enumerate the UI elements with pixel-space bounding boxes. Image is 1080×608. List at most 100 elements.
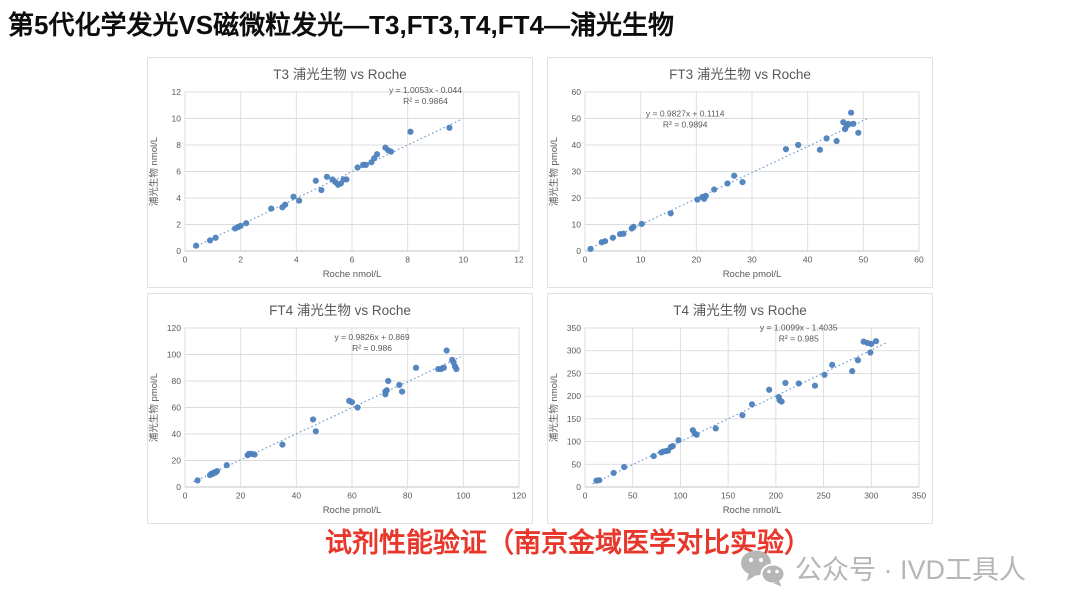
data-point	[223, 462, 230, 469]
data-point	[243, 220, 250, 227]
data-point	[823, 135, 830, 142]
y-tick-label: 0	[576, 246, 581, 256]
data-point	[821, 371, 828, 378]
y-tick-label: 350	[567, 323, 581, 333]
x-tick-label: 20	[236, 491, 246, 501]
data-point	[782, 379, 789, 387]
y-tick-label: 4	[176, 193, 181, 203]
data-point	[412, 364, 420, 371]
data-point	[795, 141, 802, 149]
chart-title-t3: T3 浦光生物 vs Roche	[273, 67, 407, 82]
data-point	[748, 401, 756, 408]
equation-label: y = 1.0099x - 1.4035	[760, 322, 838, 332]
equation-label: y = 0.9827x + 0.1114	[646, 109, 725, 119]
x-tick-label: 300	[864, 491, 878, 501]
chart-panel-t3: T3 浦光生物 vs Roche 0 2 4 6 8 10 12 0 2 4 6 8 10 12 y = 1…	[147, 57, 533, 288]
data-point	[212, 234, 219, 241]
data-point	[868, 340, 875, 347]
x-tick-label: 12	[514, 255, 524, 265]
data-point	[296, 197, 303, 204]
watermark: 公众号 · IVD工具人	[740, 548, 1026, 587]
y-axis-title: 浦光生物 pmol/L	[548, 137, 560, 206]
wechat-icon	[741, 550, 786, 586]
data-point	[399, 388, 406, 395]
y-tick-label: 120	[167, 323, 181, 333]
x-tick-label: 60	[347, 491, 357, 501]
x-axis-title: Roche nmol/L	[723, 505, 782, 516]
data-point	[650, 453, 657, 460]
data-point	[630, 223, 637, 230]
data-point	[724, 180, 731, 187]
data-point	[387, 148, 395, 155]
ft4-scatter-plot: 0 20 40 60 80 100 120 0 20 40 60 80 100 120 y = 0.9826…	[148, 323, 526, 516]
y-tick-label: 10	[572, 220, 582, 230]
data-point	[453, 365, 460, 373]
data-point	[206, 237, 214, 244]
data-point	[731, 172, 738, 179]
data-point	[348, 399, 356, 406]
data-point	[279, 441, 286, 448]
trendline	[193, 119, 461, 249]
data-point	[829, 361, 836, 368]
y-tick-label: 0	[576, 482, 581, 492]
x-axis-title: Roche pmol/L	[723, 269, 782, 280]
data-point	[193, 242, 200, 249]
data-point	[383, 387, 390, 394]
x-axis-title: Roche pmol/L	[323, 505, 382, 516]
data-point	[373, 151, 381, 158]
data-point	[268, 205, 275, 212]
x-tick-label: 50	[628, 491, 638, 501]
chart-title-ft3: FT3 浦光生物 vs Roche	[669, 67, 811, 82]
x-tick-label: 4	[294, 255, 299, 265]
data-point	[669, 443, 676, 450]
trendline	[193, 356, 461, 483]
data-point	[766, 386, 773, 393]
y-tick-label: 50	[572, 459, 582, 469]
data-point	[323, 173, 331, 180]
y-tick-label: 80	[172, 376, 182, 386]
data-point	[446, 124, 453, 131]
ft3-scatter-plot: 0 10 20 30 40 50 60 0 10 20 30 40 50 60 y = 0.9827x + …	[548, 87, 924, 280]
data-point	[638, 220, 645, 228]
data-point	[778, 398, 785, 405]
data-point	[795, 380, 802, 387]
x-tick-label: 30	[747, 255, 757, 265]
data-point	[354, 404, 361, 411]
x-tick-label: 200	[769, 491, 783, 501]
data-point	[587, 245, 594, 252]
y-tick-label: 60	[572, 87, 582, 97]
x-tick-label: 10	[459, 255, 469, 265]
data-point	[596, 477, 603, 484]
y-tick-label: 50	[572, 114, 582, 124]
chart-title-ft4: FT4 浦光生物 vs Roche	[269, 303, 411, 318]
r-squared-label: R² = 0.985	[779, 333, 819, 343]
data-point	[318, 186, 325, 194]
data-point	[194, 477, 201, 484]
x-tick-label: 0	[183, 491, 188, 501]
x-tick-label: 10	[636, 255, 646, 265]
x-tick-label: 120	[512, 491, 526, 501]
data-point	[251, 451, 258, 458]
y-tick-label: 20	[172, 456, 182, 466]
x-tick-label: 2	[238, 255, 243, 265]
y-tick-label: 100	[567, 437, 581, 447]
y-tick-label: 6	[176, 167, 181, 177]
data-point	[385, 377, 392, 385]
y-axis-title: 浦光生物 nmol/L	[148, 137, 160, 206]
x-tick-label: 40	[803, 255, 813, 265]
data-point	[711, 186, 718, 193]
y-axis-title: 浦光生物 nmol/L	[548, 373, 560, 442]
x-tick-label: 250	[816, 491, 830, 501]
data-point	[816, 146, 824, 153]
x-tick-label: 50	[859, 255, 869, 265]
data-point	[845, 120, 852, 127]
x-tick-label: 20	[692, 255, 702, 265]
data-point	[621, 463, 628, 471]
slide-caption: 试剂性能验证（南京金域医学对比实验）	[325, 528, 811, 559]
slide-title: 第5代化学发光VS磁微粒发光—T3,FT3,T4,FT4—浦光生物	[8, 10, 674, 40]
x-tick-label: 0	[583, 255, 588, 265]
equation-label: y = 0.9826x + 0.869	[334, 332, 409, 342]
y-tick-label: 0	[176, 482, 181, 492]
y-tick-label: 60	[172, 403, 182, 413]
data-point	[675, 437, 682, 444]
